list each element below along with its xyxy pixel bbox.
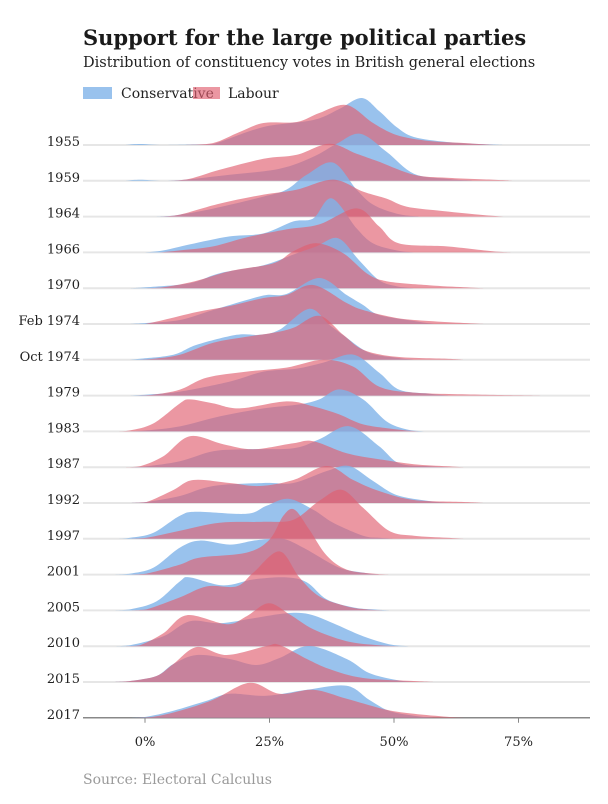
row-label: 1983 [47, 421, 80, 436]
density-labour [125, 435, 464, 468]
chart-subtitle: Distribution of constituency votes in Br… [83, 55, 535, 71]
row-label: 1966 [47, 242, 80, 257]
legend-swatch-conservative [83, 87, 112, 99]
density-labour [130, 551, 384, 611]
density-labour [130, 489, 464, 539]
x-tick-label: 50% [380, 735, 409, 750]
row-label: 2010 [47, 636, 80, 651]
density-labour [159, 179, 504, 217]
row-label: 2017 [47, 708, 80, 723]
ridge-row: Oct 1974 [20, 308, 590, 365]
ridge-row: Feb 1974 [18, 277, 590, 329]
chart-title: Support for the large political parties [83, 25, 526, 50]
ridge-row: 1979 [47, 354, 590, 401]
density-labour [145, 243, 484, 289]
density-labour [145, 284, 484, 324]
row-label: 1987 [47, 457, 80, 472]
density-labour [140, 315, 464, 360]
x-tick-label: 75% [504, 735, 533, 750]
ridge-row: 1992 [47, 465, 590, 508]
row-label: 2015 [47, 672, 80, 687]
source-note: Source: Electoral Calculus [83, 772, 272, 788]
ridge-row: 2001 [47, 508, 590, 580]
row-label: 2001 [47, 565, 80, 580]
density-labour [115, 399, 419, 432]
row-label: Feb 1974 [18, 314, 80, 329]
ridgeline-rows: 1955 1959 1964 1966 1970 Feb 1974 Oct 1974 1979… [18, 97, 590, 723]
x-tick-label: 0% [135, 735, 156, 750]
ridge-row: 1955 [47, 97, 590, 150]
row-label: 1955 [47, 135, 80, 150]
ridge-row: 2017 [47, 682, 590, 723]
density-labour [184, 104, 494, 145]
legend-label-labour: Labour [228, 86, 279, 102]
density-labour [135, 359, 544, 396]
row-label: 1964 [47, 207, 80, 222]
ridge-row: 1987 [47, 426, 590, 472]
legend-swatch-labour [193, 87, 220, 99]
ridge-row: 2015 [47, 643, 590, 687]
row-label: 1959 [47, 171, 80, 186]
legend-label-conservative: Conservative [121, 86, 214, 102]
row-label: Oct 1974 [20, 350, 80, 365]
ridge-row: 2010 [47, 603, 590, 651]
ridge-row: 1997 [47, 489, 590, 544]
row-label: 1979 [47, 386, 80, 401]
row-label: 1970 [47, 278, 80, 293]
density-labour [125, 603, 399, 647]
density-labour [159, 208, 514, 253]
legend: Conservative Labour [83, 86, 279, 102]
x-axis: 0% 25% 50% 75% [135, 717, 533, 750]
density-labour [130, 508, 389, 575]
density-labour [115, 643, 434, 682]
row-label: 1992 [47, 493, 80, 508]
density-labour [169, 143, 514, 181]
x-tick-label: 25% [255, 735, 284, 750]
ridge-row: 2005 [47, 551, 590, 615]
row-label: 2005 [47, 600, 80, 615]
row-label: 1997 [47, 529, 80, 544]
density-labour [135, 682, 464, 718]
density-labour [130, 466, 484, 503]
